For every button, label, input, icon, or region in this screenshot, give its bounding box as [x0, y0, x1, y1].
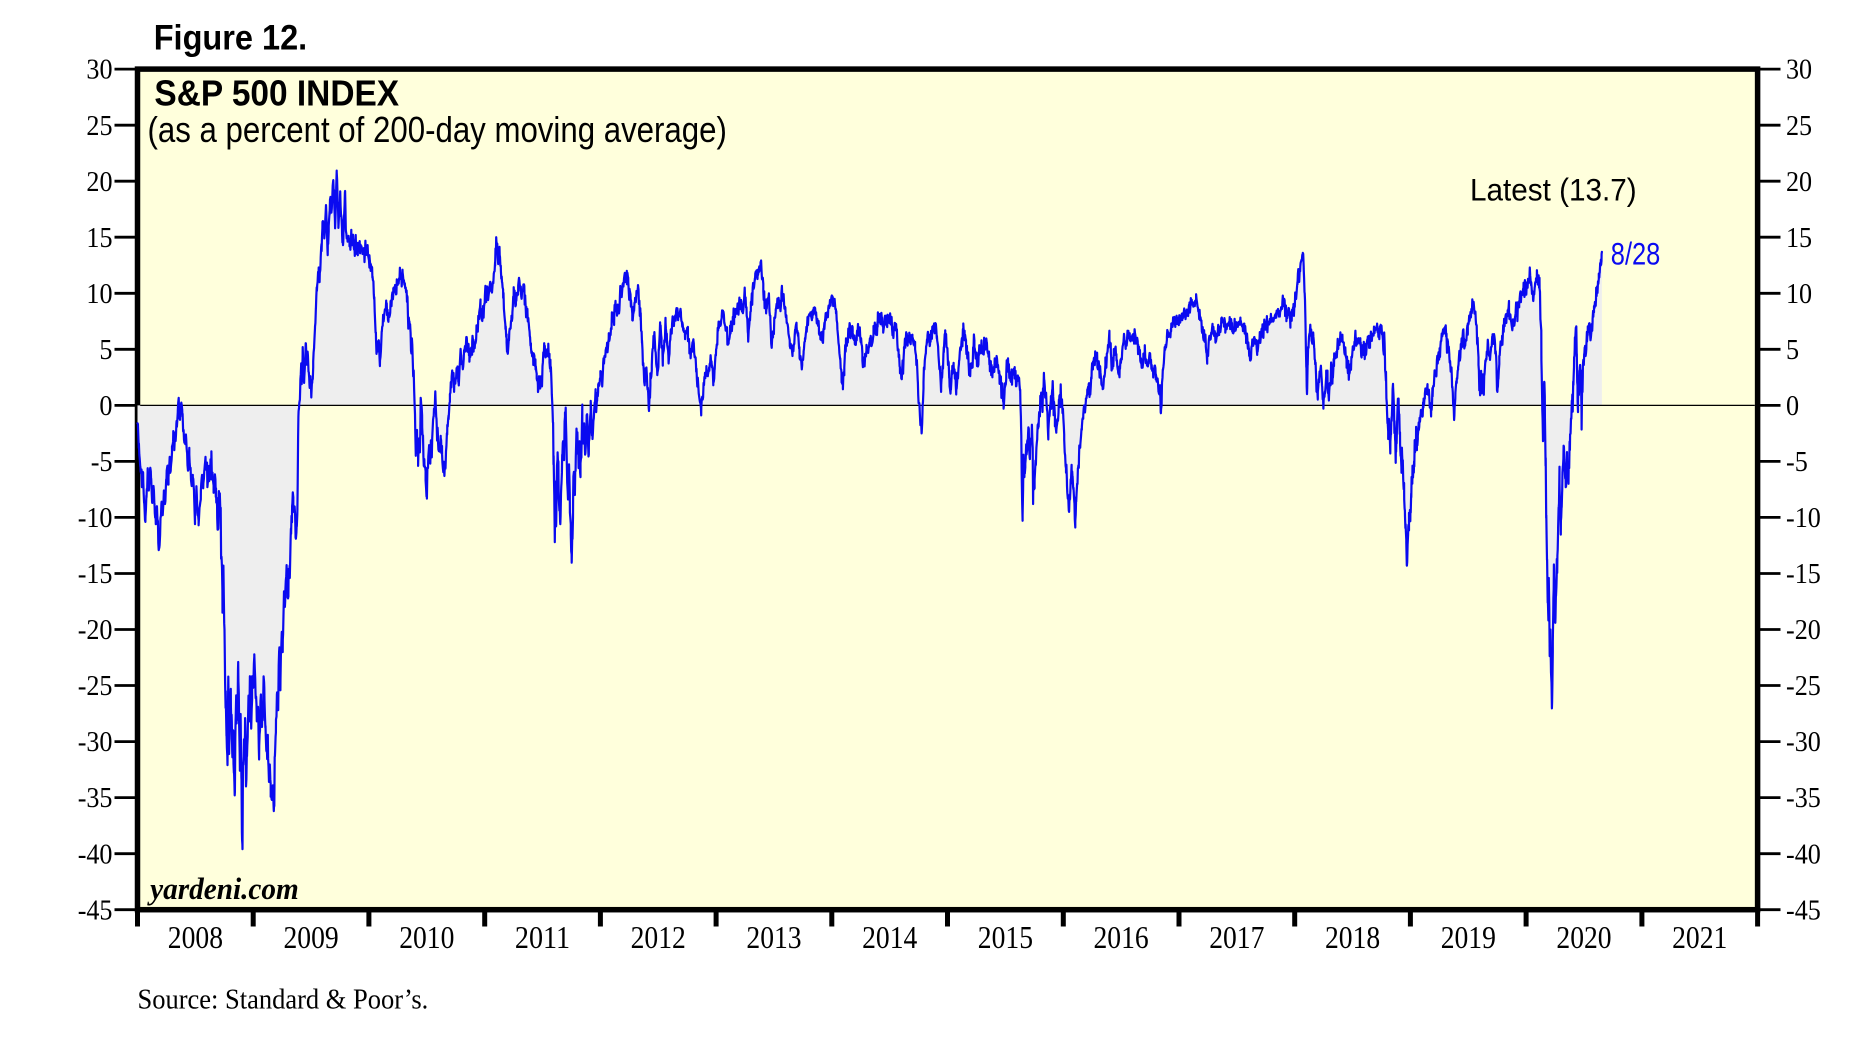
svg-text:0: 0 [1786, 391, 1799, 422]
svg-text:-20: -20 [78, 615, 113, 646]
svg-text:2016: 2016 [1094, 919, 1149, 955]
svg-text:5: 5 [99, 335, 112, 366]
svg-text:2019: 2019 [1441, 919, 1496, 955]
svg-text:(as a percent of 200-day movin: (as a percent of 200-day moving average) [148, 110, 727, 150]
svg-text:2009: 2009 [284, 919, 339, 955]
svg-text:Source: Standard & Poor’s.: Source: Standard & Poor’s. [138, 984, 429, 1016]
svg-text:2017: 2017 [1209, 919, 1264, 955]
svg-text:30: 30 [86, 55, 112, 86]
svg-text:-40: -40 [78, 839, 113, 870]
svg-text:10: 10 [86, 279, 112, 310]
svg-text:2014: 2014 [862, 919, 917, 955]
svg-text:-20: -20 [1786, 615, 1821, 646]
svg-text:-10: -10 [1786, 503, 1821, 534]
svg-text:-15: -15 [1786, 559, 1821, 590]
svg-text:-40: -40 [1786, 839, 1821, 870]
svg-text:-15: -15 [78, 559, 113, 590]
svg-text:Figure 12.: Figure 12. [154, 17, 308, 57]
svg-text:Latest (13.7): Latest (13.7) [1470, 171, 1637, 207]
svg-text:10: 10 [1786, 279, 1812, 310]
svg-text:-25: -25 [1786, 671, 1821, 702]
svg-text:-5: -5 [91, 447, 113, 478]
svg-text:2008: 2008 [168, 919, 223, 955]
svg-text:-5: -5 [1786, 447, 1808, 478]
svg-text:8/28: 8/28 [1611, 236, 1661, 272]
svg-text:2012: 2012 [631, 919, 686, 955]
svg-text:15: 15 [1786, 223, 1812, 254]
svg-text:15: 15 [86, 223, 112, 254]
svg-text:S&P 500 INDEX: S&P 500 INDEX [154, 73, 399, 113]
svg-text:2020: 2020 [1556, 919, 1611, 955]
svg-text:-35: -35 [78, 783, 113, 814]
svg-text:25: 25 [86, 111, 112, 142]
svg-text:5: 5 [1786, 335, 1799, 366]
svg-text:2021: 2021 [1672, 919, 1727, 955]
svg-text:-35: -35 [1786, 783, 1821, 814]
svg-text:-25: -25 [78, 671, 113, 702]
svg-text:2015: 2015 [978, 919, 1033, 955]
svg-text:0: 0 [99, 391, 112, 422]
svg-text:-30: -30 [78, 727, 113, 758]
svg-text:2013: 2013 [746, 919, 801, 955]
svg-text:20: 20 [1786, 167, 1812, 198]
svg-text:25: 25 [1786, 111, 1812, 142]
svg-text:-45: -45 [78, 895, 113, 926]
svg-text:2011: 2011 [515, 919, 570, 955]
svg-text:yardeni.com: yardeni.com [146, 872, 299, 906]
svg-text:2010: 2010 [399, 919, 454, 955]
svg-text:20: 20 [86, 167, 112, 198]
svg-text:30: 30 [1786, 55, 1812, 86]
svg-text:2018: 2018 [1325, 919, 1380, 955]
svg-text:-45: -45 [1786, 895, 1821, 926]
svg-text:-10: -10 [78, 503, 113, 534]
svg-text:-30: -30 [1786, 727, 1821, 758]
